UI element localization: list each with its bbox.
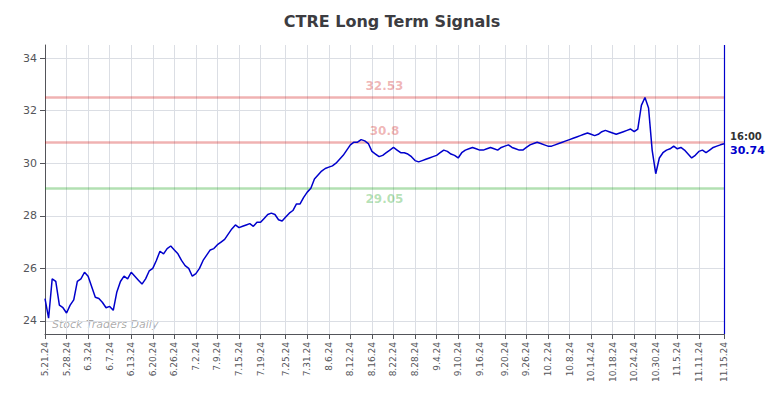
svg-text:10.30.24: 10.30.24 xyxy=(651,342,661,382)
svg-text:29.05: 29.05 xyxy=(366,192,404,206)
svg-text:7.15.24: 7.15.24 xyxy=(234,342,244,377)
svg-text:16:00: 16:00 xyxy=(730,131,762,142)
svg-text:8.16.24: 8.16.24 xyxy=(367,342,377,377)
svg-text:6.7.24: 6.7.24 xyxy=(105,342,115,371)
svg-text:9.10.24: 9.10.24 xyxy=(453,342,463,377)
svg-text:6.13.24: 6.13.24 xyxy=(126,342,136,377)
svg-text:24: 24 xyxy=(23,314,37,327)
svg-text:9.16.24: 9.16.24 xyxy=(475,342,485,377)
svg-text:6.20.24: 6.20.24 xyxy=(148,342,158,377)
svg-text:32: 32 xyxy=(23,104,37,117)
svg-text:11.5.24: 11.5.24 xyxy=(672,342,682,377)
svg-text:7.9.24: 7.9.24 xyxy=(212,342,222,371)
svg-text:9.4.24: 9.4.24 xyxy=(432,342,442,371)
svg-text:7.19.24: 7.19.24 xyxy=(256,342,266,377)
svg-text:34: 34 xyxy=(23,52,37,65)
svg-text:26: 26 xyxy=(23,262,37,275)
svg-text:30.8: 30.8 xyxy=(370,124,400,138)
svg-text:7.25.24: 7.25.24 xyxy=(281,342,291,377)
svg-text:9.20.24: 9.20.24 xyxy=(500,342,510,377)
svg-text:11.15.24: 11.15.24 xyxy=(719,342,729,382)
svg-text:Stock Traders Daily: Stock Traders Daily xyxy=(52,318,159,331)
svg-text:10.8.24: 10.8.24 xyxy=(565,342,575,377)
svg-text:8.12.24: 8.12.24 xyxy=(345,342,355,377)
svg-text:10.14.24: 10.14.24 xyxy=(586,342,596,382)
svg-text:8.6.24: 8.6.24 xyxy=(324,342,334,371)
svg-text:30.74: 30.74 xyxy=(730,144,765,157)
svg-text:30: 30 xyxy=(23,157,37,170)
svg-text:6.3.24: 6.3.24 xyxy=(83,342,93,371)
svg-text:10.2.24: 10.2.24 xyxy=(543,342,553,377)
svg-text:32.53: 32.53 xyxy=(366,79,404,93)
svg-text:9.26.24: 9.26.24 xyxy=(521,342,531,377)
svg-text:8.28.24: 8.28.24 xyxy=(410,342,420,377)
svg-text:11.11.24: 11.11.24 xyxy=(694,342,704,382)
svg-text:5.21.24: 5.21.24 xyxy=(40,342,50,377)
svg-text:8.22.24: 8.22.24 xyxy=(388,342,398,377)
svg-text:28: 28 xyxy=(23,209,37,222)
svg-text:5.28.24: 5.28.24 xyxy=(62,342,72,377)
svg-text:10.18.24: 10.18.24 xyxy=(608,342,618,382)
svg-text:7.31.24: 7.31.24 xyxy=(302,342,312,377)
svg-text:10.24.24: 10.24.24 xyxy=(629,342,639,382)
svg-text:6.26.24: 6.26.24 xyxy=(169,342,179,377)
svg-text:7.2.24: 7.2.24 xyxy=(191,342,201,371)
svg-text:CTRE Long Term Signals: CTRE Long Term Signals xyxy=(284,12,501,31)
